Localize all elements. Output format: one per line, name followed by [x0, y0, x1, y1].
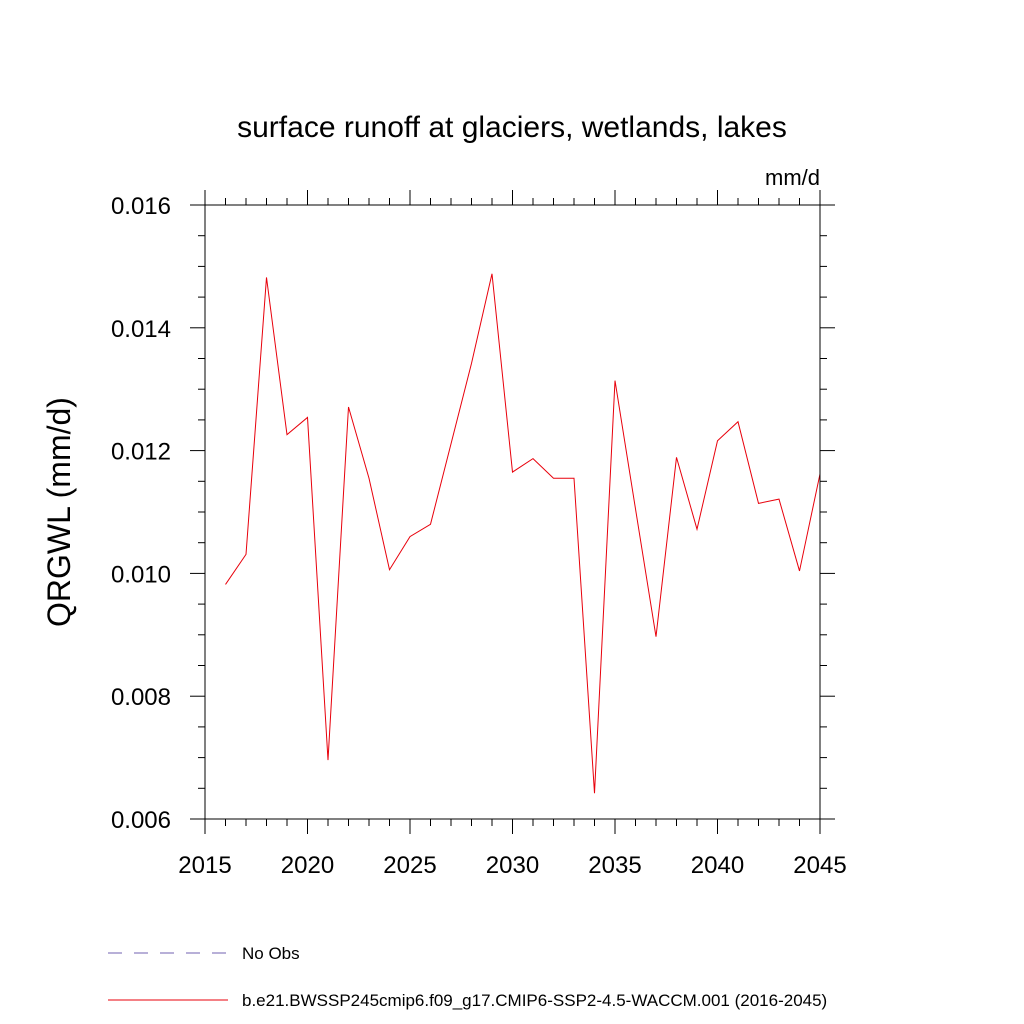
- legend: No Obs b.e21.BWSSP245cmip6.f09_g17.CMIP6…: [108, 944, 827, 1010]
- x-tick-label: 2040: [691, 852, 744, 879]
- y-tick-label: 0.014: [111, 316, 171, 343]
- y-tick-label: 0.012: [111, 439, 171, 466]
- units-label: mm/d: [765, 165, 820, 190]
- y-tick-label: 0.010: [111, 561, 171, 588]
- y-tick-label: 0.008: [111, 684, 171, 711]
- plot-frame: [204, 204, 821, 820]
- x-tick-label: 2030: [486, 852, 539, 879]
- axis-tick-labels: 2015 2020 2025 2030 2035 2040 2045 0.006 0.008 0.…: [111, 193, 847, 879]
- y-axis-label: QRGWL (mm/d): [41, 397, 77, 627]
- legend-label-no-obs: No Obs: [242, 944, 300, 963]
- x-tick-label: 2020: [281, 852, 334, 879]
- x-tick-label: 2015: [178, 852, 231, 879]
- legend-label-waccm: b.e21.BWSSP245cmip6.f09_g17.CMIP6-SSP2-4…: [242, 991, 827, 1010]
- series-layer: [225, 273, 821, 794]
- chart-title: surface runoff at glaciers, wetlands, la…: [237, 111, 787, 144]
- y-tick-label: 0.006: [111, 807, 171, 834]
- x-tick-label: 2035: [588, 852, 641, 879]
- x-tick-label: 2025: [383, 852, 436, 879]
- axis-ticks: [190, 190, 835, 834]
- y-tick-label: 0.016: [111, 193, 171, 220]
- series-line: [225, 273, 821, 794]
- x-tick-label: 2045: [793, 852, 846, 879]
